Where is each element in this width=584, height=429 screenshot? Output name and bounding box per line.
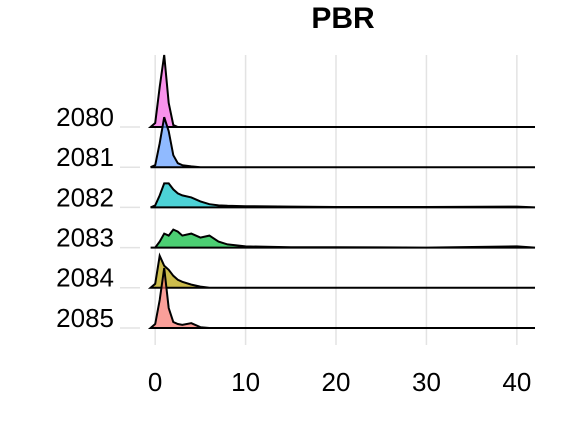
y-tick-label: 2081	[56, 142, 114, 172]
ridge	[150, 182, 536, 209]
x-tick-label: 40	[502, 367, 531, 397]
y-tick-label: 2080	[56, 102, 114, 132]
y-tick-label: 2084	[56, 263, 114, 293]
y-tick-label: 2083	[56, 222, 114, 252]
y-tick-label: 2085	[56, 303, 114, 333]
x-tick-label: 10	[231, 367, 260, 397]
ridge	[147, 252, 535, 289]
x-tick-label: 20	[322, 367, 351, 397]
ridge	[147, 267, 535, 329]
x-tick-label: 30	[412, 367, 441, 397]
x-tick-label: 0	[148, 367, 162, 397]
y-tick-label: 2082	[56, 182, 114, 212]
ridge	[150, 228, 536, 249]
ridge	[150, 116, 535, 169]
chart-title: PBR	[311, 2, 375, 35]
ridge	[147, 54, 535, 128]
